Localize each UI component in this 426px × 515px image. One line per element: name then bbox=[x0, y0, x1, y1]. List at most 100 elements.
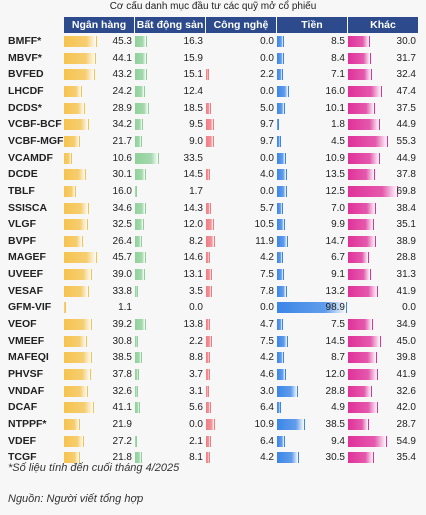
bar-khac bbox=[348, 402, 379, 414]
bar-ngan-hang bbox=[64, 69, 96, 81]
value-label: 38.5 bbox=[325, 418, 345, 430]
value-label: 47.4 bbox=[396, 85, 416, 97]
cell-tien: 7.1 bbox=[277, 67, 347, 82]
cell-khac: 44.9 bbox=[348, 117, 418, 132]
bar-bat-dong-san bbox=[135, 235, 142, 247]
bar-khac bbox=[348, 185, 398, 197]
bar-bat-dong-san bbox=[135, 402, 140, 414]
bar-bat-dong-san bbox=[135, 202, 146, 214]
value-label: 6.7 bbox=[331, 252, 345, 264]
cell-ngan-hang: 30.1 bbox=[64, 167, 134, 182]
value-label: 28.9 bbox=[112, 102, 132, 114]
cell-bat-dong-san: 33.5 bbox=[135, 151, 205, 166]
value-label: 7.0 bbox=[331, 202, 345, 214]
column-header-khac: Khác bbox=[348, 17, 418, 33]
value-label: 30.0 bbox=[396, 36, 416, 47]
bar-cong-nghe bbox=[206, 235, 216, 247]
cell-cong-nghe: 4.2 bbox=[206, 350, 276, 365]
cell-cong-nghe: 4.0 bbox=[206, 167, 276, 182]
bar-tien bbox=[277, 102, 286, 114]
fund-label: VNDAF bbox=[8, 384, 45, 397]
value-label: 35.1 bbox=[396, 219, 416, 231]
bar-bat-dong-san bbox=[135, 285, 139, 297]
value-label: 6.4 bbox=[260, 435, 274, 447]
value-label: 69.8 bbox=[396, 185, 416, 197]
bar-bat-dong-san bbox=[135, 385, 139, 397]
bar-ngan-hang bbox=[64, 169, 87, 181]
fund-allocation-table: Ngân hàng Bất động sản Công nghệ Tiền Khác BM… bbox=[8, 17, 420, 464]
bar-ngan-hang bbox=[64, 319, 93, 331]
value-label: 21.9 bbox=[112, 418, 132, 430]
value-label: 7.8 bbox=[260, 285, 274, 297]
fund-label: MBVF* bbox=[8, 51, 42, 64]
value-label: 14.3 bbox=[183, 202, 203, 214]
cell-tien: 8.5 bbox=[277, 34, 347, 49]
value-label: 27.2 bbox=[112, 435, 132, 447]
value-label: 9.4 bbox=[331, 435, 345, 447]
cell-bat-dong-san: 14.5 bbox=[135, 167, 205, 182]
cell-khac: 31.3 bbox=[348, 267, 418, 282]
cell-ngan-hang: 16.0 bbox=[64, 184, 134, 199]
bar-bat-dong-san bbox=[135, 319, 146, 331]
cell-bat-dong-san: 9.5 bbox=[135, 117, 205, 132]
value-label: 24.2 bbox=[112, 85, 132, 97]
value-label: 0.0 bbox=[260, 152, 274, 164]
bar-khac bbox=[348, 435, 388, 447]
cell-bat-dong-san: 1.7 bbox=[135, 184, 205, 199]
cell-cong-nghe: 0.0 bbox=[206, 151, 276, 166]
cell-ngan-hang: 38.5 bbox=[64, 350, 134, 365]
value-label: 10.1 bbox=[325, 102, 345, 114]
value-label: 9.7 bbox=[260, 135, 274, 147]
value-label: 18.5 bbox=[183, 102, 203, 114]
bar-tien bbox=[277, 119, 280, 131]
value-label: 15.1 bbox=[183, 69, 203, 81]
value-label: 1.1 bbox=[118, 302, 132, 314]
cell-ngan-hang: 32.6 bbox=[64, 384, 134, 399]
value-label: 55.3 bbox=[396, 135, 416, 147]
value-label: 30.5 bbox=[325, 452, 345, 464]
value-label: 35.4 bbox=[396, 452, 416, 464]
fund-label: VCAMDF bbox=[8, 151, 53, 164]
bar-khac bbox=[348, 452, 374, 464]
cell-cong-nghe: 0.0 bbox=[206, 184, 276, 199]
value-label: 3.0 bbox=[260, 385, 274, 397]
column-header-bat-dong-san: Bất động sản bbox=[135, 17, 205, 33]
value-label: 37.8 bbox=[112, 369, 132, 380]
bar-khac bbox=[348, 269, 371, 281]
source-note: Nguồn: Người viết tổng hợp bbox=[8, 493, 144, 505]
bar-tien bbox=[277, 169, 288, 181]
value-label: 4.0 bbox=[260, 169, 274, 181]
bar-tien bbox=[277, 385, 299, 397]
bar-ngan-hang bbox=[64, 285, 89, 297]
bar-bat-dong-san bbox=[135, 269, 146, 281]
bar-cong-nghe bbox=[206, 285, 213, 297]
cell-ngan-hang: 24.2 bbox=[64, 84, 134, 99]
fund-label: VDEF bbox=[8, 434, 37, 447]
bar-ngan-hang bbox=[64, 452, 81, 464]
bar-cong-nghe bbox=[206, 352, 210, 364]
bar-bat-dong-san bbox=[135, 452, 142, 464]
cell-tien: 4.9 bbox=[277, 400, 347, 415]
cell-bat-dong-san: 13.8 bbox=[135, 317, 205, 332]
fund-label: BMFF* bbox=[8, 35, 42, 47]
fund-label: BVPF bbox=[8, 234, 37, 247]
value-label: 4.5 bbox=[331, 135, 345, 147]
bar-cong-nghe bbox=[206, 135, 214, 147]
bar-bat-dong-san bbox=[135, 152, 160, 164]
value-label: 12.4 bbox=[183, 85, 203, 97]
value-label: 14.7 bbox=[325, 235, 345, 247]
bar-ngan-hang bbox=[64, 135, 81, 147]
value-label: 16.0 bbox=[325, 85, 345, 97]
bar-khac bbox=[348, 235, 377, 247]
fund-label: VEOF bbox=[8, 318, 37, 331]
bar-tien bbox=[277, 302, 348, 314]
cell-ngan-hang: 39.0 bbox=[64, 267, 134, 282]
cell-cong-nghe: 6.4 bbox=[206, 400, 276, 415]
cell-khac: 54.9 bbox=[348, 434, 418, 449]
fund-label: DCDS* bbox=[8, 101, 42, 114]
cell-cong-nghe: 7.8 bbox=[206, 284, 276, 299]
cell-cong-nghe: 0.0 bbox=[206, 34, 276, 49]
bar-ngan-hang bbox=[64, 235, 84, 247]
bar-bat-dong-san bbox=[135, 335, 138, 347]
cell-tien: 14.7 bbox=[277, 234, 347, 249]
